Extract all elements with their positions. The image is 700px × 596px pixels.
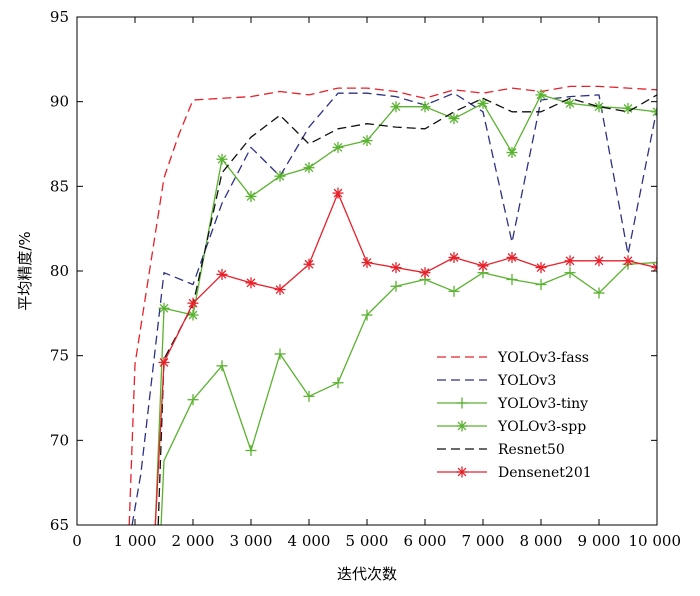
asterisk-marker [535, 89, 547, 101]
plus-marker [303, 390, 315, 402]
asterisk-marker [651, 262, 657, 274]
x-tick-label: 5 000 [346, 532, 389, 550]
series-line [160, 261, 657, 525]
series-yolov3 [131, 92, 657, 525]
asterisk-marker [187, 297, 199, 309]
series-yolov3-tiny [160, 257, 657, 525]
plus-marker [535, 279, 547, 291]
plus-marker [187, 394, 199, 406]
legend-item: YOLOv3-fass [437, 350, 589, 366]
plus-marker [216, 360, 228, 372]
legend-label: YOLOv3-fass [497, 350, 589, 366]
series-densenet201 [154, 187, 657, 525]
asterisk-marker [332, 187, 344, 199]
series-line [157, 94, 657, 525]
y-tick-label: 65 [50, 516, 69, 534]
plus-marker [651, 257, 657, 269]
y-tick-label: 75 [50, 347, 69, 365]
legend-label: YOLOv3 [497, 373, 556, 389]
x-axis-title: 迭代次数 [337, 565, 397, 583]
plus-marker [564, 267, 576, 279]
asterisk-marker [419, 101, 431, 113]
asterisk-marker [245, 277, 257, 289]
asterisk-marker [448, 113, 460, 125]
asterisk-marker [216, 153, 228, 165]
asterisk-marker [158, 356, 170, 368]
asterisk-marker [506, 146, 518, 158]
legend: YOLOv3-fass YOLOv3 YOLOv3-tiny YOLOv3-spp Re… [437, 350, 592, 481]
asterisk-marker [187, 309, 199, 321]
asterisk-marker [390, 101, 402, 113]
legend-item: Resnet50 [437, 442, 565, 458]
x-tick-label: 9 000 [578, 532, 621, 550]
x-tick-label: 7 000 [462, 532, 505, 550]
plus-marker [390, 280, 402, 292]
plus-marker [361, 309, 373, 321]
x-tick-label: 10 000 [629, 532, 682, 550]
series-line [131, 92, 657, 525]
asterisk-marker [506, 251, 518, 263]
plus-marker [448, 285, 460, 297]
plus-marker [593, 287, 605, 299]
y-tick-label: 70 [50, 431, 69, 449]
legend-item: YOLOv3-spp [437, 419, 586, 435]
asterisk-marker [419, 267, 431, 279]
asterisk-marker [448, 251, 460, 263]
plus-marker [332, 377, 344, 389]
asterisk-marker [535, 262, 547, 274]
y-tick-label: 85 [50, 177, 69, 195]
asterisk-marker [651, 106, 657, 118]
x-tick-label: 0 [72, 532, 82, 550]
legend-label: YOLOv3-spp [497, 419, 586, 435]
y-tick-label: 90 [50, 93, 69, 111]
series-yolov3-fass [128, 85, 657, 525]
plus-marker [506, 273, 518, 285]
series-yolov3-spp [154, 89, 657, 525]
y-tick-label: 95 [50, 8, 69, 26]
asterisk-marker [456, 420, 468, 432]
x-tick-label: 1 000 [114, 532, 157, 550]
legend-item: YOLOv3-tiny [437, 396, 588, 412]
asterisk-marker [274, 284, 286, 296]
legend-label: Resnet50 [498, 442, 565, 458]
asterisk-marker [564, 255, 576, 267]
x-tick-label: 8 000 [520, 532, 563, 550]
legend-item: YOLOv3 [437, 373, 556, 389]
y-axis-title: 平均精度/% [16, 231, 34, 310]
asterisk-marker [303, 258, 315, 270]
asterisk-marker [361, 257, 373, 269]
asterisk-marker [477, 260, 489, 272]
x-tick-label: 2 000 [172, 532, 215, 550]
asterisk-marker [622, 255, 634, 267]
asterisk-marker [593, 255, 605, 267]
legend-label: YOLOv3-tiny [497, 396, 588, 412]
series-line [128, 85, 657, 525]
legend-item: Densenet201 [437, 465, 592, 481]
series-line [154, 94, 657, 525]
asterisk-marker [390, 262, 402, 274]
asterisk-marker [303, 162, 315, 174]
x-tick-label: 6 000 [404, 532, 447, 550]
x-tick-label: 4 000 [288, 532, 331, 550]
asterisk-marker [216, 268, 228, 280]
plus-marker [245, 444, 257, 456]
legend-label: Densenet201 [498, 465, 592, 481]
asterisk-marker [245, 190, 257, 202]
asterisk-marker [332, 141, 344, 153]
y-tick-label: 80 [50, 262, 69, 280]
asterisk-marker [477, 97, 489, 109]
asterisk-marker [456, 466, 468, 478]
asterisk-marker [622, 102, 634, 114]
asterisk-marker [274, 170, 286, 182]
asterisk-marker [564, 97, 576, 109]
ticks-layer: 65 70 75 80 85 90 95 0 1 000 2 000 3 000 4 000 5 000… [50, 8, 681, 550]
series-resnet50 [157, 94, 657, 525]
plus-marker [456, 397, 468, 409]
x-tick-label: 3 000 [230, 532, 273, 550]
plus-marker [274, 348, 286, 360]
series-layer [128, 85, 657, 525]
asterisk-marker [158, 302, 170, 314]
asterisk-marker [361, 135, 373, 147]
